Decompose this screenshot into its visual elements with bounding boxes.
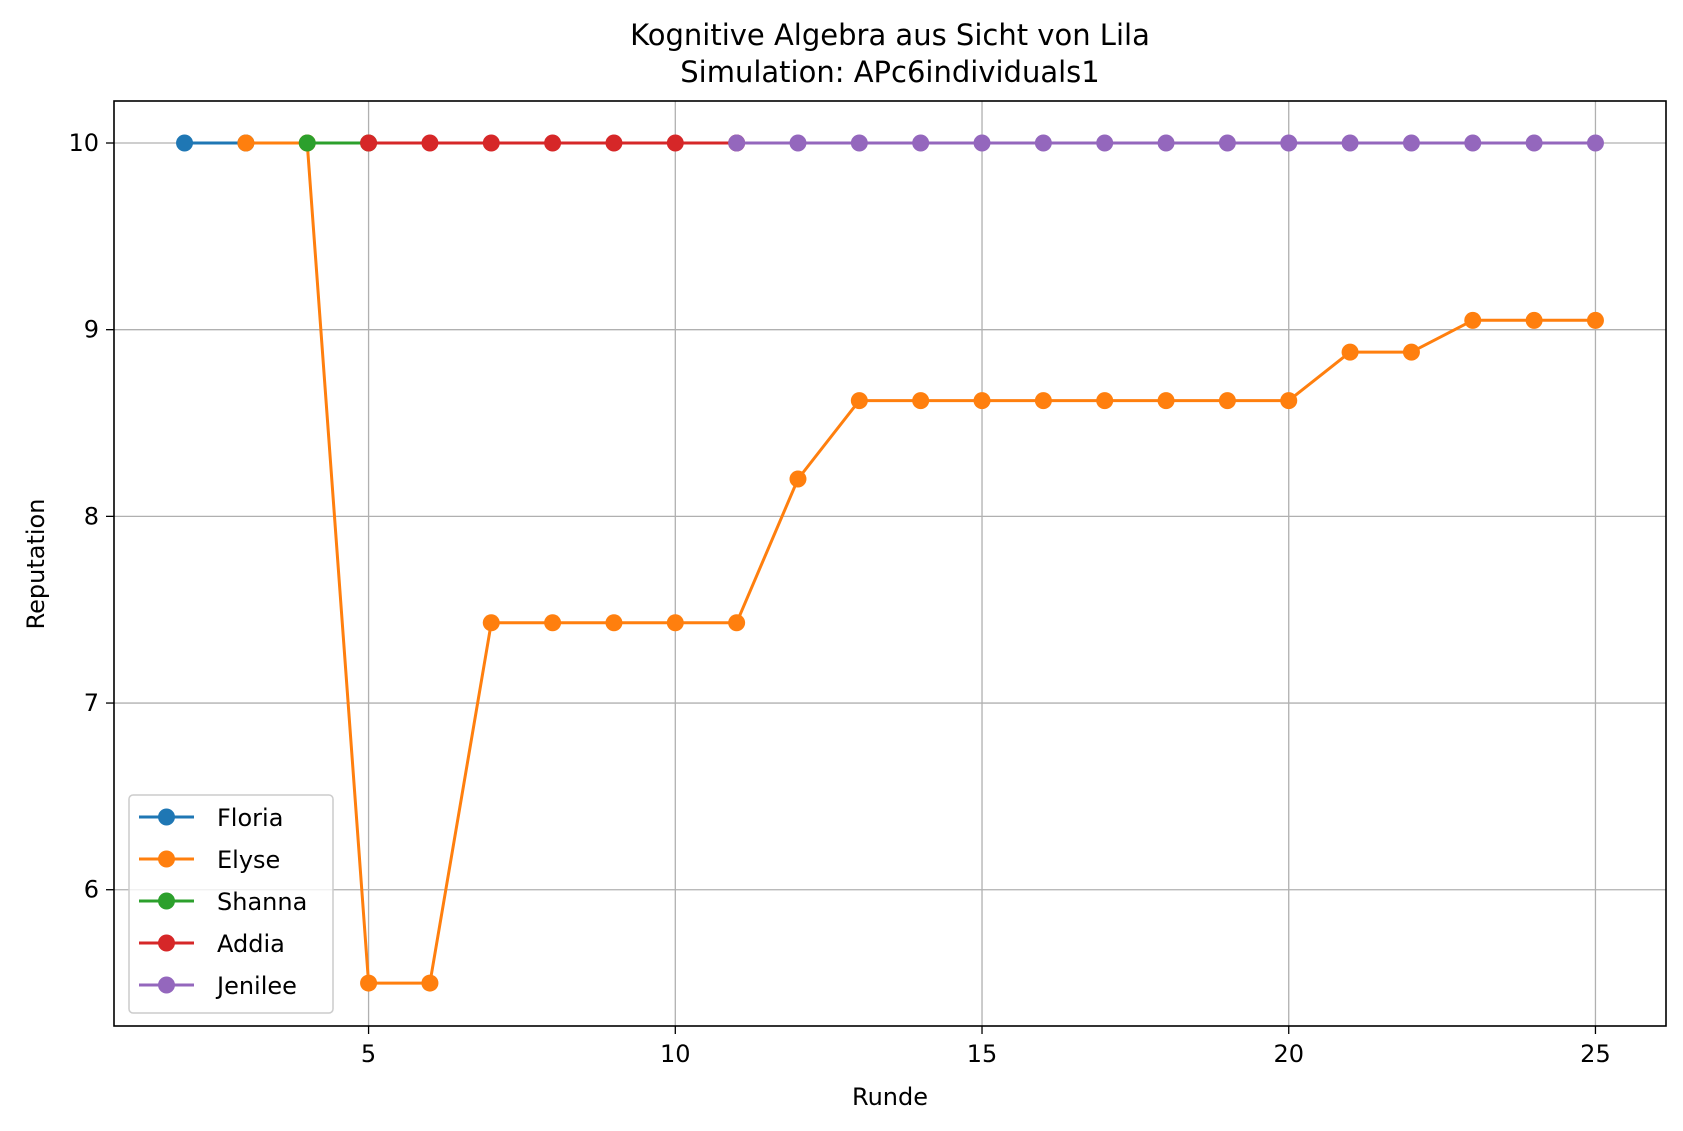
chart-title: Kognitive Algebra aus Sicht von Lila [630, 18, 1150, 52]
series-layer [176, 134, 1604, 992]
legend-label-jenilee: Jenilee [215, 972, 297, 1000]
legend-label-floria: Floria [217, 804, 283, 832]
data-point-elyse [1341, 343, 1359, 361]
legend: Floria Elyse Shanna Addia Jenilee [128, 794, 334, 1014]
data-point-addia [482, 134, 500, 152]
data-point-elyse [666, 614, 684, 632]
plot-frame [113, 100, 1667, 1027]
data-point-elyse [728, 614, 746, 632]
data-point-elyse [482, 614, 500, 632]
data-point-addia [605, 134, 623, 152]
y-tick-label: 8 [84, 502, 99, 530]
data-point-elyse [1464, 311, 1482, 329]
data-point-jenilee [973, 134, 991, 152]
data-point-elyse [1218, 392, 1236, 410]
legend-marker-addia [158, 934, 175, 952]
data-point-elyse [1096, 392, 1114, 410]
data-point-jenilee [1280, 134, 1298, 152]
data-point-jenilee [789, 134, 807, 152]
y-tick-label: 6 [84, 876, 99, 904]
data-point-shanna [298, 134, 316, 152]
data-point-addia [666, 134, 684, 152]
data-point-elyse [237, 134, 255, 152]
data-point-elyse [1280, 392, 1298, 410]
legend-marker-elyse [158, 850, 175, 868]
y-tick-label: 7 [84, 689, 99, 717]
data-point-jenilee [728, 134, 746, 152]
legend-label-shanna: Shanna [217, 888, 307, 916]
series-elyse [237, 134, 1604, 992]
data-point-elyse [1034, 392, 1052, 410]
x-tick-label: 15 [967, 1040, 998, 1068]
data-point-jenilee [1034, 134, 1052, 152]
data-point-elyse [544, 614, 562, 632]
data-point-jenilee [1464, 134, 1482, 152]
legend-label-elyse: Elyse [217, 846, 280, 874]
x-tick-label: 20 [1273, 1040, 1304, 1068]
data-point-elyse [605, 614, 623, 632]
y-tick-label: 10 [68, 129, 99, 157]
x-tick-label: 5 [361, 1040, 376, 1068]
data-point-floria [176, 134, 194, 152]
data-point-jenilee [1402, 134, 1420, 152]
data-point-jenilee [850, 134, 868, 152]
x-axis-label: Runde [852, 1083, 928, 1111]
y-axis-label: Reputation [22, 499, 50, 630]
data-point-jenilee [1096, 134, 1114, 152]
legend-marker-floria [158, 808, 175, 826]
data-point-elyse [789, 470, 807, 488]
legend-marker-shanna [158, 892, 175, 910]
y-tick-label: 9 [84, 316, 99, 344]
data-point-elyse [1157, 392, 1175, 410]
axis-ticks: 5 10 15 20 25 6 7 8 9 10 [68, 129, 1610, 1068]
series-jenilee [728, 134, 1604, 152]
data-point-elyse [1586, 311, 1604, 329]
legend-marker-jenilee [158, 976, 175, 994]
data-point-jenilee [1341, 134, 1359, 152]
data-point-elyse [973, 392, 991, 410]
data-point-jenilee [1525, 134, 1543, 152]
legend-label-addia: Addia [217, 930, 285, 958]
chart-subtitle: Simulation: APc6individuals1 [680, 55, 1099, 89]
data-point-jenilee [1218, 134, 1236, 152]
data-point-elyse [1402, 343, 1420, 361]
data-point-elyse [912, 392, 930, 410]
data-point-jenilee [912, 134, 930, 152]
data-point-addia [421, 134, 439, 152]
data-point-elyse [360, 974, 378, 992]
data-point-addia [544, 134, 562, 152]
x-tick-label: 25 [1580, 1040, 1611, 1068]
data-point-elyse [850, 392, 868, 410]
data-point-elyse [421, 974, 439, 992]
legend-box [128, 794, 334, 1014]
x-tick-label: 10 [660, 1040, 691, 1068]
data-point-jenilee [1586, 134, 1604, 152]
data-point-elyse [1525, 311, 1543, 329]
data-point-addia [360, 134, 378, 152]
data-point-jenilee [1157, 134, 1175, 152]
